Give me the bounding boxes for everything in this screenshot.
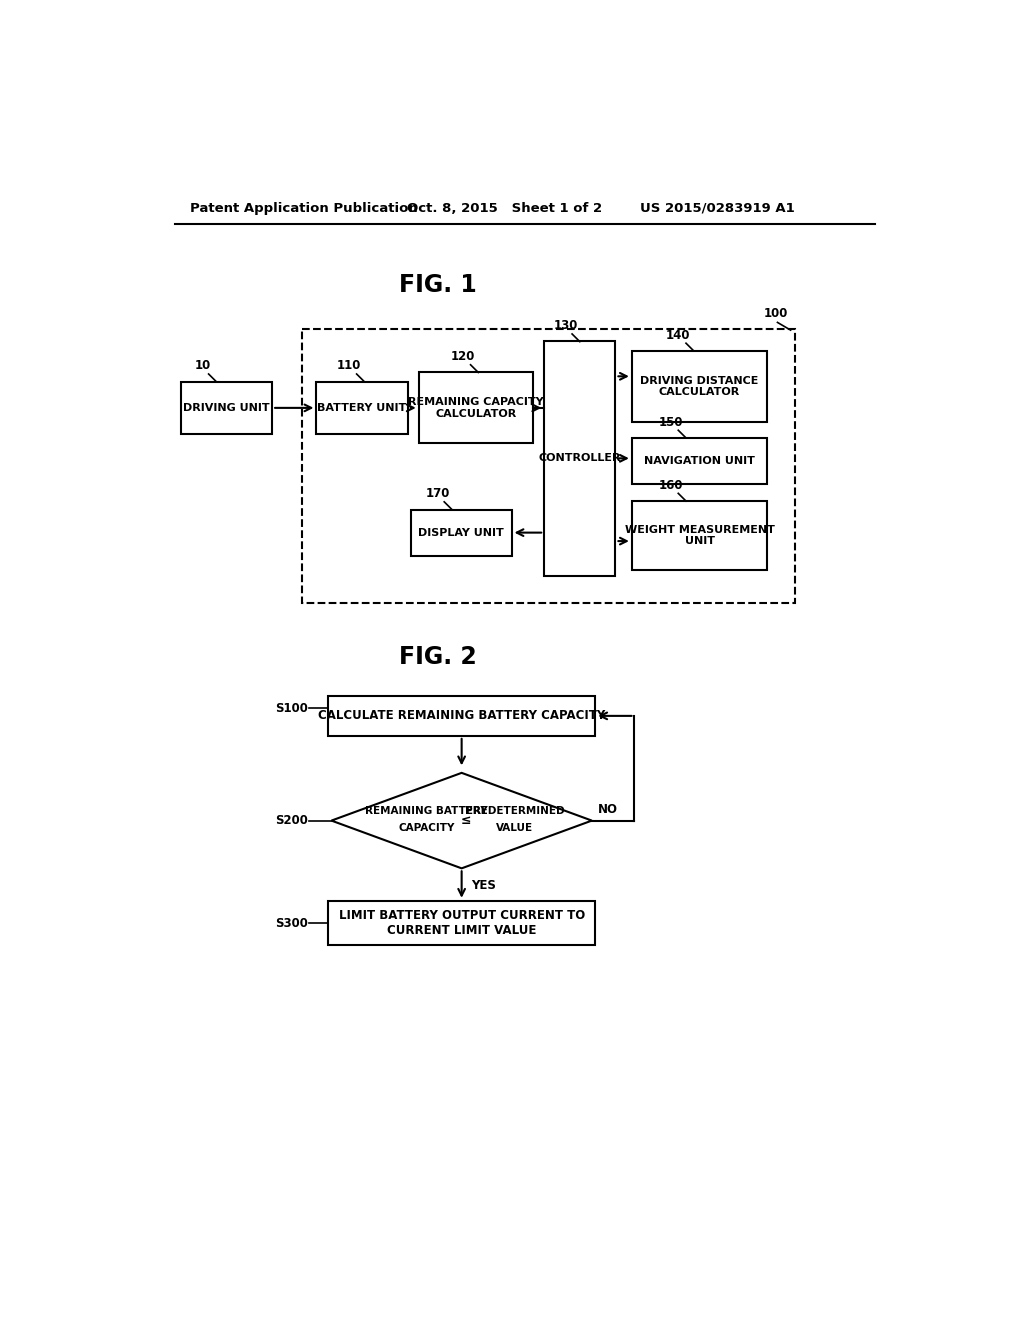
Text: NAVIGATION UNIT: NAVIGATION UNIT	[644, 455, 755, 466]
Text: YES: YES	[471, 879, 496, 892]
Text: CAPACITY: CAPACITY	[398, 824, 455, 833]
Text: WEIGHT MEASUREMENT
UNIT: WEIGHT MEASUREMENT UNIT	[625, 525, 774, 546]
Text: 100: 100	[764, 308, 787, 321]
Text: S100: S100	[274, 702, 308, 714]
Text: 110: 110	[337, 359, 361, 372]
FancyBboxPatch shape	[419, 372, 534, 444]
Text: 120: 120	[451, 350, 475, 363]
Text: FIG. 2: FIG. 2	[399, 645, 477, 669]
FancyBboxPatch shape	[411, 510, 512, 556]
Text: DRIVING DISTANCE
CALCULATOR: DRIVING DISTANCE CALCULATOR	[640, 375, 759, 397]
Text: REMAINING CAPACITY
CALCULATOR: REMAINING CAPACITY CALCULATOR	[409, 397, 544, 418]
FancyBboxPatch shape	[180, 381, 272, 434]
Text: FIG. 1: FIG. 1	[399, 273, 477, 297]
Text: Patent Application Publication: Patent Application Publication	[190, 202, 418, 215]
Text: US 2015/0283919 A1: US 2015/0283919 A1	[640, 202, 795, 215]
Text: CONTROLLER: CONTROLLER	[539, 453, 622, 463]
Text: 130: 130	[554, 319, 579, 333]
Text: BATTERY UNIT: BATTERY UNIT	[317, 403, 407, 413]
Text: 170: 170	[426, 487, 451, 500]
FancyBboxPatch shape	[316, 381, 408, 434]
Text: 150: 150	[658, 416, 683, 429]
Text: PREDETERMINED: PREDETERMINED	[465, 805, 564, 816]
Text: 10: 10	[195, 359, 211, 372]
Text: REMAINING BATTERY: REMAINING BATTERY	[366, 805, 488, 816]
FancyBboxPatch shape	[328, 900, 595, 945]
FancyBboxPatch shape	[632, 438, 767, 484]
Text: DRIVING UNIT: DRIVING UNIT	[183, 403, 269, 413]
FancyBboxPatch shape	[632, 502, 767, 570]
Text: 140: 140	[666, 329, 690, 342]
Text: CALCULATE REMAINING BATTERY CAPACITY: CALCULATE REMAINING BATTERY CAPACITY	[318, 709, 605, 722]
Text: ≤: ≤	[460, 814, 471, 828]
FancyBboxPatch shape	[302, 330, 795, 603]
Text: DISPLAY UNIT: DISPLAY UNIT	[419, 528, 504, 537]
FancyBboxPatch shape	[544, 341, 615, 576]
Text: LIMIT BATTERY OUTPUT CURRENT TO
CURRENT LIMIT VALUE: LIMIT BATTERY OUTPUT CURRENT TO CURRENT …	[339, 909, 585, 937]
FancyBboxPatch shape	[328, 696, 595, 737]
Text: S200: S200	[274, 814, 308, 828]
Text: VALUE: VALUE	[496, 824, 532, 833]
Text: 160: 160	[658, 479, 683, 492]
Polygon shape	[332, 774, 592, 869]
Text: Oct. 8, 2015   Sheet 1 of 2: Oct. 8, 2015 Sheet 1 of 2	[407, 202, 602, 215]
Text: S300: S300	[274, 916, 308, 929]
FancyBboxPatch shape	[632, 351, 767, 422]
Text: NO: NO	[598, 803, 618, 816]
